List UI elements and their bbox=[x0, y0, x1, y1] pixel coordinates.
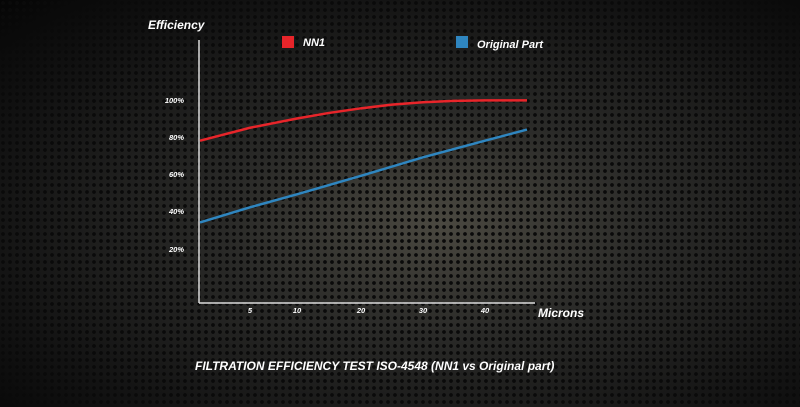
legend: NN1 Original Part bbox=[282, 36, 544, 51]
series-line-original-part bbox=[199, 128, 528, 224]
x-tick-label: 5 bbox=[248, 306, 253, 315]
y-tick-label: 80% bbox=[169, 133, 184, 142]
legend-label-nn1: NN1 bbox=[303, 37, 325, 49]
x-tick-label: 30 bbox=[419, 306, 428, 315]
y-tick-label: 20% bbox=[168, 245, 184, 254]
y-tick-label: 100% bbox=[165, 96, 185, 105]
x-tick-label: 40 bbox=[480, 306, 490, 315]
legend-swatch-original bbox=[456, 36, 468, 48]
legend-label-original: Original Part bbox=[477, 39, 544, 51]
y-tick-label: 60% bbox=[169, 170, 184, 179]
y-axis-label: Efficiency bbox=[148, 18, 206, 32]
x-tick-label: 10 bbox=[293, 306, 302, 315]
series-line-nn1 bbox=[199, 99, 527, 142]
legend-swatch-nn1 bbox=[282, 36, 294, 48]
x-tick-label: 20 bbox=[356, 306, 366, 315]
y-tick-label: 40% bbox=[168, 207, 184, 216]
x-axis-label: Microns bbox=[538, 306, 584, 320]
chart-title: FILTRATION EFFICIENCY TEST ISO-4548 (NN1… bbox=[195, 359, 554, 373]
